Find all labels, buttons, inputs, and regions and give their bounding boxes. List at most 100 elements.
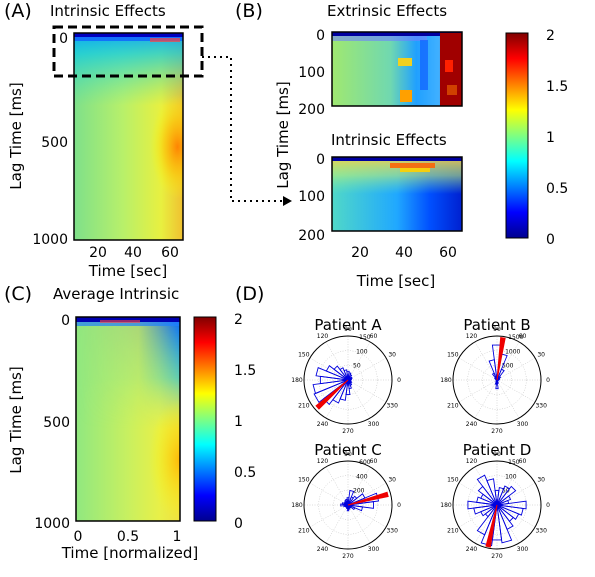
polar-spoke [325,466,349,506]
a-ytick-500: 500 [41,135,68,151]
polar-radius-tick: 50 [353,363,361,370]
b-cbar-0: 0 [546,232,555,248]
panel-a-x-ticks: 20 40 60 [89,245,179,261]
arrow-head [283,196,292,206]
b-xtick-40: 40 [395,245,413,261]
polar-angle-tick: 120 [317,458,329,465]
panel-a: (A) Intrinsic Effects 0 500 1000 20 40 6… [4,0,292,280]
polar-spoke [496,504,536,528]
polar-angle-tick: 90 [493,326,501,333]
polar-angle-tick: 180 [291,502,303,509]
polar-ring [318,475,378,535]
polar-angle-tick: 330 [535,403,547,410]
b-top-ytick-200: 200 [298,102,325,118]
c-xtick-1: 1 [173,529,182,545]
polar-container: Patient A0306090120150180210240270300330… [291,316,550,560]
polar-angle-tick: 210 [447,403,459,410]
polar-angle-tick: 210 [447,528,459,535]
polar-ring [318,350,378,410]
polar-angle-tick: 300 [368,546,380,553]
b-bot-ytick-200: 200 [298,228,325,244]
panel-b: (B) Extrinsic Effects Intrinsic Effects … [235,0,568,290]
polar-radius-tick: 600 [359,459,371,466]
polar-ring [333,490,363,520]
panel-c-ylabel: Lag Time [ms] [7,366,25,473]
polar-radius-tick: 150 [359,334,371,341]
panel-b-letter: (B) [235,0,263,22]
b-xtick-20: 20 [351,245,369,261]
c-cbar-2: 2 [234,312,243,328]
polar-spoke [309,357,349,381]
panel-a-letter: (A) [4,0,32,22]
link-arrow [202,56,283,202]
polar-radius-tick: 400 [356,473,368,480]
polar-angle-tick: 90 [344,451,352,458]
polar-outer-ring [452,460,542,550]
polar-spoke [458,379,498,403]
polar-angle-tick: 300 [517,421,529,428]
polar-angle-tick: 150 [298,352,310,359]
b-cbar-0.5: 0.5 [546,181,568,197]
panel-c-x-ticks: 0 0.5 1 [74,529,182,545]
polar-spoke [347,379,371,419]
polar-angle-tick: 150 [447,477,459,484]
b-cbar-1: 1 [546,130,555,146]
polar-radius-tick: 50 [502,488,510,495]
panel-b-x-ticks: 20 40 60 [351,245,457,261]
a-ytick-0: 0 [59,31,68,47]
polar-bin [488,359,498,381]
polar-angle-tick: 60 [519,333,527,340]
c-xtick-0: 0 [74,529,83,545]
panel-c-heatmap [75,316,181,522]
b-bot-ytick-0: 0 [316,152,325,168]
polar-radius-tick: 1500 [508,334,523,341]
polar-ring [482,365,512,395]
b-xtick-60: 60 [439,245,457,261]
polar-radius-tick: 500 [502,363,514,370]
a-ytick-1000: 1000 [32,232,68,248]
polar-spoke [496,379,536,403]
polar-angle-tick: 0 [397,377,401,384]
polar-angle-tick: 330 [386,528,398,535]
c-ytick-500: 500 [43,415,70,431]
polar-spoke [496,504,520,544]
polar-plot-2: Patient B 0 30 60 90 120 150 180 210 240 270 300 330… [440,316,550,435]
polar-ring [482,490,512,520]
polar-spoke [474,466,498,506]
polar-angle-tick: 30 [537,477,545,484]
polar-angle-tick: 240 [466,546,478,553]
b-top-ytick-100: 100 [298,65,325,81]
panel-c-letter: (C) [4,283,32,305]
c-ytick-0: 0 [61,313,70,329]
polar-angle-tick: 210 [298,528,310,535]
polar-angle-tick: 0 [397,502,401,509]
b-cbar-1.5: 1.5 [546,79,568,95]
panel-c-y-ticks: 0 500 1000 [34,313,70,532]
panel-b-bottom-heatmap [331,156,463,232]
polar-mean-vector [347,491,389,506]
polar-angle-tick: 330 [535,528,547,535]
c-cbar-0: 0 [234,516,243,532]
polar-spoke [309,504,349,528]
polar-spoke [347,379,387,403]
polar-plot-1: Patient A 0 30 60 90 120 150 180 210 240 270 300 330… [291,316,401,435]
panel-c-xlabel: Time [normalized] [61,544,199,562]
polar-radius-tick: 150 [508,459,520,466]
panel-b-ylabel: Lag Time [ms] [274,81,292,188]
a-xtick-60: 60 [161,245,179,261]
b-cbar-2: 2 [546,28,555,44]
polar-spoke [474,379,498,419]
polar-angle-tick: 0 [546,377,550,384]
c-cbar-0.5: 0.5 [234,465,256,481]
polar-title: Patient D [463,441,532,459]
panel-b-colorbar: 2 1.5 1 0.5 0 [505,28,568,248]
polar-spoke [496,379,520,419]
polar-angle-tick: 120 [317,333,329,340]
a-xtick-40: 40 [124,245,142,261]
polar-spoke [347,504,387,528]
polar-bin [347,379,352,382]
polar-spoke [458,504,498,528]
polar-angle-tick: 60 [519,458,527,465]
polar-spoke [325,504,349,544]
